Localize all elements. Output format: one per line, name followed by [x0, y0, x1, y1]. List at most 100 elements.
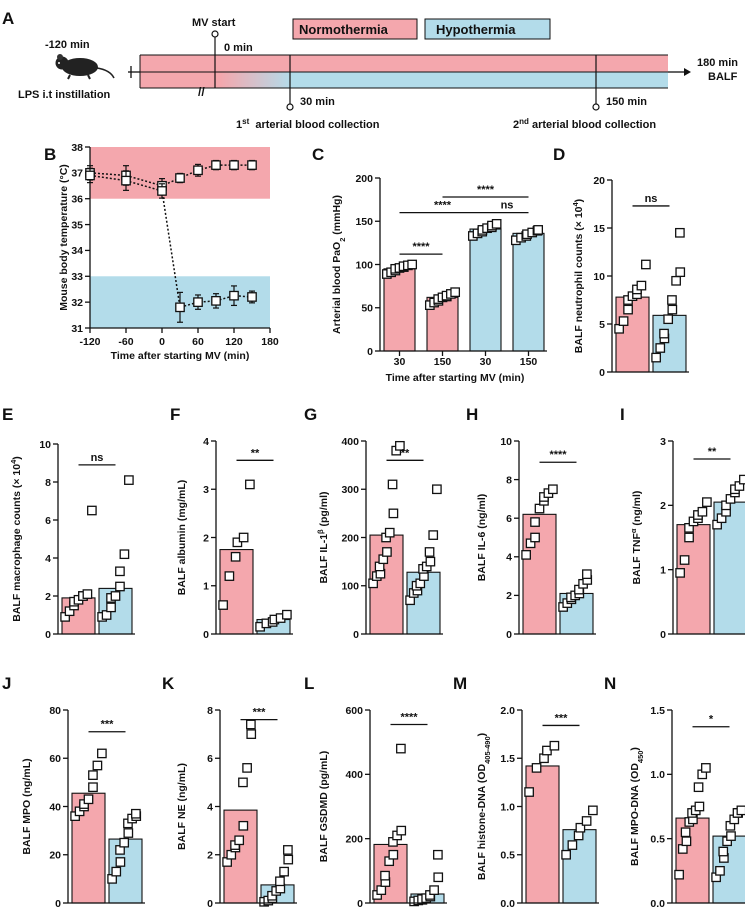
y-tick-label: 100 — [341, 581, 359, 593]
y-tick-label: 33 — [71, 271, 83, 283]
data-point — [238, 820, 249, 831]
y-tick-label: 1.5 — [500, 753, 515, 765]
data-point — [124, 475, 134, 485]
data-point — [396, 743, 406, 754]
data-point — [739, 474, 745, 485]
sig-label: ** — [401, 447, 410, 459]
data-point — [530, 532, 540, 543]
data-point — [238, 532, 249, 543]
sig-label: *** — [555, 712, 569, 724]
x-tick-label: 0 — [159, 336, 165, 348]
data-point — [675, 267, 686, 278]
data-point — [549, 740, 560, 751]
y-tick-label: 1.0 — [500, 801, 515, 813]
y-axis-label: Arterial blood PaO2 (mmHg) — [331, 195, 347, 334]
y-axis-label-sup: 450 — [636, 751, 645, 764]
y-tick-label: 6 — [45, 515, 51, 527]
y-tick-label: 36 — [71, 194, 83, 206]
series-hypothermia — [89, 174, 253, 309]
data-point — [429, 885, 439, 895]
x-tick-label: 30 — [480, 356, 492, 368]
y-tick-label: 40 — [49, 801, 61, 813]
sig-label: **** — [549, 449, 567, 461]
data-point — [238, 777, 248, 788]
data-point — [655, 343, 666, 353]
data-point — [211, 160, 221, 170]
x-tick-label: 150 — [520, 356, 538, 368]
y-tick-label: 300 — [341, 484, 359, 496]
data-point — [561, 849, 571, 860]
data-point — [106, 602, 116, 613]
panel-l: L BALF GSDMD (pg/mL) 0 200 400 600 **** — [304, 674, 447, 908]
y-axis-label: BALF histone-DNA (OD405-490) — [476, 733, 492, 880]
data-point — [382, 547, 392, 557]
data-point — [659, 328, 669, 339]
data-point — [175, 302, 185, 313]
data-point — [279, 866, 289, 877]
bar — [219, 549, 254, 635]
data-point — [663, 314, 674, 325]
data-point — [387, 479, 398, 490]
y-tick-label: 4 — [45, 553, 51, 565]
bar — [525, 765, 560, 904]
data-point — [684, 532, 694, 543]
legend-normothermia-swatch — [292, 18, 418, 40]
panel-label-k: K — [162, 674, 175, 693]
y-axis-label-part: (mmHg) — [331, 195, 343, 238]
panel-label-n: N — [604, 674, 616, 693]
x-tick-label: 30 — [394, 356, 406, 368]
x-axis-label: Time after starting MV (min) — [386, 372, 525, 384]
data-point — [581, 816, 592, 826]
sig-label: **** — [400, 711, 418, 723]
bar — [469, 228, 502, 352]
sig-label: ns — [91, 452, 104, 464]
data-point — [424, 547, 435, 557]
y-tick-label: 2.0 — [500, 705, 515, 717]
y-tick-label: 0 — [45, 629, 51, 641]
y-tick-label: 4 — [506, 552, 512, 564]
data-point — [230, 551, 241, 562]
data-point — [92, 760, 103, 771]
data-point — [229, 160, 239, 170]
y-tick-label: 0.5 — [500, 850, 515, 862]
x-axis-label: Time after starting MV (min) — [111, 350, 250, 362]
data-point — [582, 569, 592, 580]
y-axis-label: BALF NE (ng/mL) — [176, 763, 188, 850]
data-point — [693, 782, 704, 793]
data-point — [641, 259, 651, 270]
sig-label: **** — [434, 200, 452, 212]
data-point — [681, 836, 692, 847]
panel-label-e: E — [2, 405, 13, 424]
y-axis-label-part: ) — [476, 733, 488, 737]
data-point — [432, 484, 442, 495]
bar — [522, 513, 557, 635]
data-point — [229, 290, 239, 301]
data-point — [694, 801, 705, 812]
data-point — [702, 497, 712, 507]
data-point — [83, 794, 94, 805]
panel-n: N BALF MPO-DNA (OD450) 0.0 0.5 1.0 1.5 * — [604, 674, 745, 908]
data-point — [218, 600, 228, 610]
data-point — [175, 173, 185, 183]
panel-label-c: C — [312, 145, 324, 164]
label-180min: 180 min — [697, 57, 738, 69]
y-tick-label: 8 — [506, 474, 512, 486]
legend-hypothermia-swatch — [424, 18, 551, 40]
y-tick-label: 80 — [49, 705, 61, 717]
y-tick-label: 4 — [203, 436, 209, 448]
sig-label: * — [709, 714, 714, 726]
data-point — [193, 165, 203, 176]
data-point — [715, 865, 725, 876]
data-point — [433, 849, 443, 860]
data-point — [282, 609, 292, 620]
sig-label: ** — [708, 446, 717, 458]
data-point — [675, 568, 685, 578]
panel-label-h: H — [466, 405, 478, 424]
data-point — [234, 835, 245, 846]
y-tick-label: 0.5 — [650, 833, 665, 845]
data-point — [224, 571, 235, 581]
panel-d: D BALF neutrophil counts (× 104) 0 5 10 15 20 n… — [553, 145, 689, 379]
label-lps: LPS i.t instillation — [18, 89, 111, 101]
y-tick-label: 15 — [593, 223, 605, 235]
